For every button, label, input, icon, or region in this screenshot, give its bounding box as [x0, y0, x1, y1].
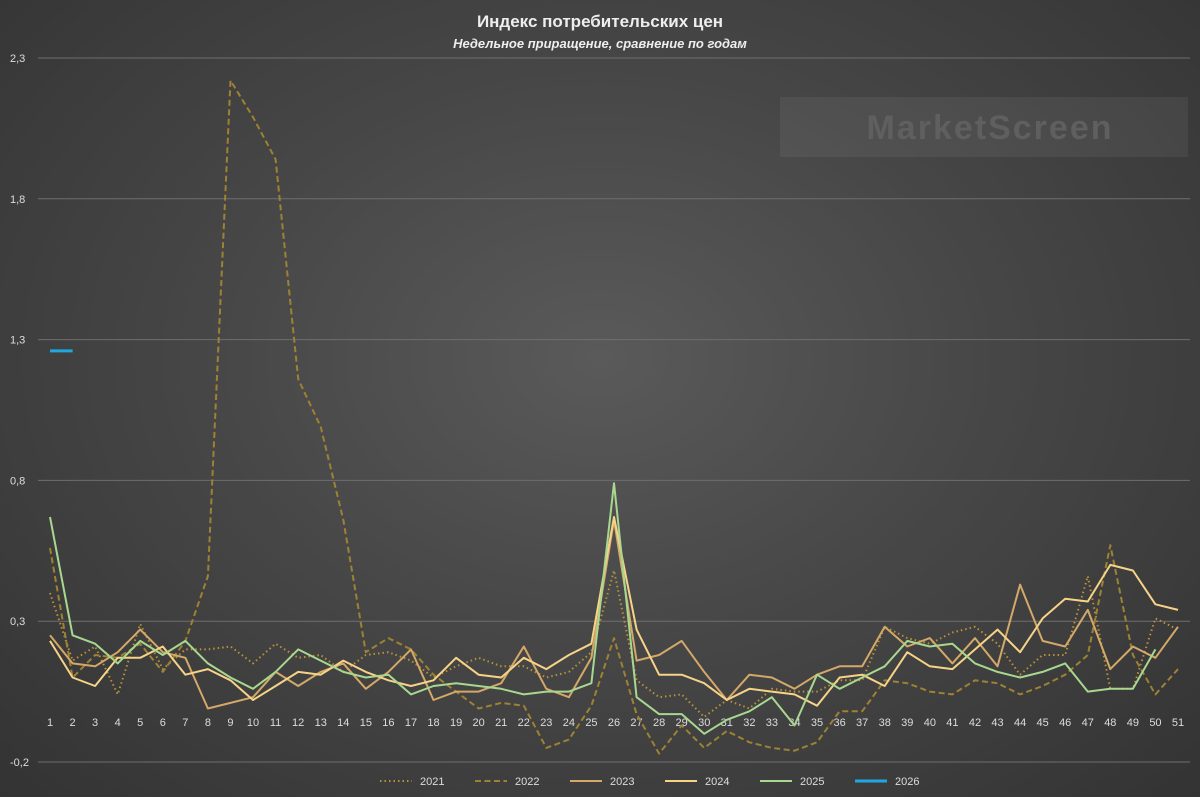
x-tick-label: 9 — [227, 717, 233, 729]
legend-label-2022: 2022 — [515, 776, 539, 788]
x-tick-label: 14 — [337, 717, 349, 729]
chart-subtitle: Недельное приращение, сравнение по годам — [453, 36, 747, 51]
chart-title: Индекс потребительских цен — [477, 12, 723, 31]
series-lines — [49, 79, 1179, 755]
x-tick-label: 47 — [1082, 717, 1094, 729]
x-tick-label: 46 — [1059, 717, 1071, 729]
y-tick-label: 1,3 — [10, 335, 25, 347]
legend-label-2025: 2025 — [800, 776, 824, 788]
x-tick-label: 15 — [360, 717, 372, 729]
legend-label-2023: 2023 — [610, 776, 634, 788]
x-tick-label: 36 — [833, 717, 845, 729]
x-tick-label: 38 — [879, 717, 891, 729]
x-tick-label: 23 — [540, 717, 552, 729]
x-tick-label: 6 — [160, 717, 166, 729]
series-line-2024 — [49, 516, 1179, 707]
x-tick-label: 43 — [991, 717, 1003, 729]
x-tick-label: 48 — [1104, 717, 1116, 729]
legend-label-2026: 2026 — [895, 776, 919, 788]
x-tick-label: 12 — [292, 717, 304, 729]
x-tick-label: 39 — [901, 717, 913, 729]
x-tick-label: 33 — [766, 717, 778, 729]
x-tick-label: 3 — [92, 717, 98, 729]
x-tick-label: 31 — [721, 717, 733, 729]
legend-label-2024: 2024 — [705, 776, 729, 788]
series-line-2021 — [49, 569, 1179, 718]
x-tick-label: 4 — [115, 717, 121, 729]
x-tick-label: 49 — [1127, 717, 1139, 729]
x-tick-label: 16 — [382, 717, 394, 729]
x-tick-label: 17 — [405, 717, 417, 729]
x-tick-label: 11 — [270, 717, 281, 729]
x-tick-label: 44 — [1014, 717, 1026, 729]
x-tick-label: 35 — [811, 717, 823, 729]
y-tick-label: 0,3 — [10, 616, 25, 628]
y-axis: 2,3 1,8 1,3 0,8 0,3 -0,2 — [10, 53, 29, 769]
x-tick-label: 45 — [1037, 717, 1049, 729]
series-line-2022 — [49, 79, 1179, 755]
legend-label-2021: 2021 — [420, 776, 444, 788]
series-line-2025 — [49, 482, 1157, 735]
watermark-text: MarketScreen — [866, 109, 1113, 147]
x-tick-label: 22 — [518, 717, 530, 729]
x-tick-label: 5 — [137, 717, 143, 729]
x-tick-label: 1 — [47, 717, 53, 729]
series-line-2023 — [49, 518, 1179, 710]
y-tick-label: 1,8 — [10, 194, 25, 206]
x-tick-label: 18 — [427, 717, 439, 729]
x-tick-label: 41 — [946, 717, 958, 729]
x-tick-label: 29 — [676, 717, 688, 729]
legend: 2021 2022 2023 2024 2025 2026 — [380, 776, 919, 788]
x-axis: 1 2 3 4 5 6 7 8 9 10 11 12 13 14 15 16 17 18 19 20 21 22 23 24 2… — [47, 717, 1184, 729]
y-tick-label: 2,3 — [10, 53, 25, 65]
y-tick-label: 0,8 — [10, 475, 25, 487]
x-tick-label: 19 — [450, 717, 462, 729]
x-tick-label: 37 — [856, 717, 868, 729]
x-tick-label: 10 — [247, 717, 259, 729]
watermark: MarketScreen — [780, 97, 1188, 157]
x-tick-label: 8 — [205, 717, 211, 729]
y-tick-label: -0,2 — [10, 757, 29, 769]
x-tick-label: 25 — [585, 717, 597, 729]
x-tick-label: 13 — [315, 717, 327, 729]
x-tick-label: 2 — [69, 717, 75, 729]
x-tick-label: 30 — [698, 717, 710, 729]
x-tick-label: 21 — [495, 717, 507, 729]
x-tick-label: 24 — [563, 717, 575, 729]
x-tick-label: 28 — [653, 717, 665, 729]
x-tick-label: 27 — [630, 717, 642, 729]
x-tick-label: 50 — [1149, 717, 1161, 729]
x-tick-label: 20 — [473, 717, 485, 729]
x-tick-label: 51 — [1172, 717, 1184, 729]
x-tick-label: 32 — [743, 717, 755, 729]
x-tick-label: 42 — [969, 717, 981, 729]
x-tick-label: 7 — [182, 717, 188, 729]
x-tick-label: 40 — [924, 717, 936, 729]
x-tick-label: 26 — [608, 717, 620, 729]
gridlines — [38, 57, 1190, 763]
